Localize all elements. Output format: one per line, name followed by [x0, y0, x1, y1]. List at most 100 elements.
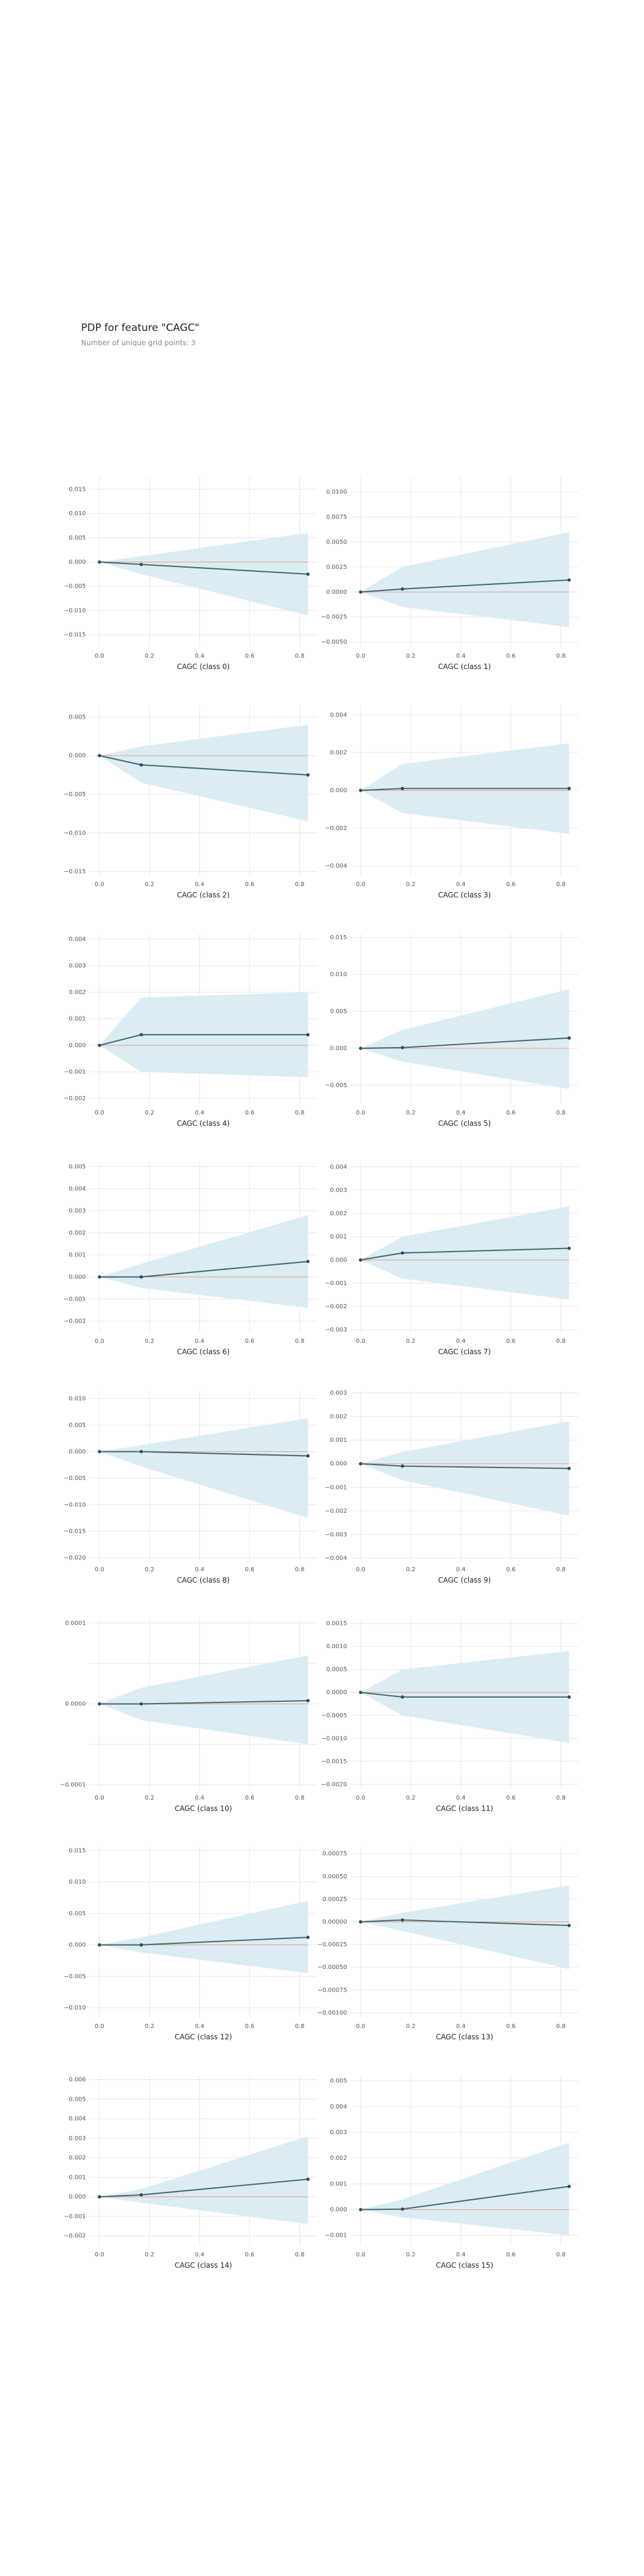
x-tick-label: 0.2 — [406, 1338, 416, 1345]
y-tick-label: 0.005 — [69, 2096, 86, 2103]
x-tick-label: 0.8 — [295, 1110, 305, 1116]
x-tick-label: 0.2 — [406, 1795, 416, 1801]
x-tick-label: 0.8 — [556, 2023, 566, 2030]
y-tick-label: −0.002 — [64, 2233, 86, 2240]
x-axis-label: CAGC (class 15) — [436, 2261, 493, 2270]
y-tick-label: −0.015 — [64, 869, 86, 875]
confidence-band — [99, 1215, 308, 1308]
x-tick-label: 0.6 — [245, 1795, 255, 1801]
x-axis-label: CAGC (class 8) — [177, 1576, 230, 1584]
x-axis-label: CAGC (class 7) — [438, 1348, 491, 1356]
x-tick-label: 0.0 — [95, 881, 104, 888]
y-tick-label: −0.002 — [64, 1318, 86, 1324]
y-tick-label: −0.001 — [325, 1280, 347, 1287]
confidence-band — [99, 532, 308, 616]
x-tick-label: 0.6 — [506, 2252, 516, 2258]
x-tick-label: 0.6 — [245, 881, 255, 888]
pdp-subplot-class-13: −0.00100 −0.00075 −0.00050 −0.00025 0.00000 0… — [317, 1847, 578, 2041]
pdp-point — [401, 1695, 404, 1699]
pdp-subplot-class-14: −0.002 −0.001 0.000 0.001 0.002 0.003 0.004 0.0… — [64, 2076, 317, 2270]
y-tick-label: 0.003 — [69, 2135, 86, 2142]
y-tick-label: 0.0001 — [65, 1620, 86, 1627]
pdp-point — [401, 1251, 404, 1255]
x-tick-label: 0.4 — [195, 2023, 205, 2030]
x-tick-label: 0.0 — [356, 1338, 366, 1345]
y-tick-label: −0.0020 — [321, 1781, 347, 1788]
y-tick-label: 0.010 — [69, 1395, 86, 1402]
x-tick-label: 0.0 — [95, 1566, 104, 1573]
y-tick-label: 0.000 — [69, 753, 86, 759]
x-tick-label: 0.8 — [295, 2252, 305, 2258]
y-tick-label: 0.002 — [330, 1414, 347, 1420]
y-tick-label: −0.004 — [325, 863, 347, 869]
x-tick-label: 0.4 — [456, 1338, 466, 1345]
y-tick-label: 0.00075 — [323, 1851, 347, 1857]
y-tick-label: 0.00000 — [323, 1919, 347, 1925]
y-tick-label: −0.0005 — [321, 1713, 347, 1719]
y-tick-label: 0.005 — [69, 1163, 86, 1170]
y-tick-label: 0.0100 — [326, 489, 347, 496]
pdp-point — [567, 1695, 571, 1699]
pdp-point — [140, 1702, 143, 1706]
y-tick-label: 0.000 — [330, 2207, 347, 2213]
x-tick-label: 0.6 — [506, 1338, 516, 1345]
x-tick-label: 0.6 — [506, 653, 516, 660]
pdp-point — [358, 788, 363, 792]
x-tick-label: 0.2 — [406, 881, 416, 888]
x-tick-label: 0.8 — [556, 881, 566, 888]
y-tick-label: −0.0001 — [60, 1782, 86, 1788]
y-tick-label: −0.002 — [64, 1095, 86, 1102]
pdp-subplot-class-7: −0.003 −0.002 −0.001 0.000 0.001 0.002 0.003 0.… — [325, 1162, 578, 1356]
y-tick-label: −0.005 — [64, 1475, 86, 1482]
x-tick-label: 0.0 — [356, 2023, 366, 2030]
pdp-subplot-class-8: −0.020 −0.015 −0.010 −0.005 0.000 0.005 0.010 0… — [64, 1391, 317, 1584]
x-tick-label: 0.6 — [506, 1795, 516, 1801]
y-tick-label: 0.004 — [69, 2116, 86, 2122]
x-tick-label: 0.6 — [245, 1566, 255, 1573]
pdp-point — [140, 2193, 143, 2197]
y-tick-label: 0.015 — [69, 1847, 86, 1854]
y-tick-label: −0.0050 — [321, 639, 347, 646]
pdp-point — [97, 2195, 101, 2199]
y-tick-label: 0.005 — [69, 535, 86, 541]
y-tick-label: 0.0015 — [326, 1621, 347, 1627]
y-tick-label: −0.010 — [64, 1501, 86, 1508]
page-title: PDP for feature "CAGC" — [81, 322, 200, 334]
pdp-subplot-class-4: −0.002 −0.001 0.000 0.001 0.002 0.003 0.004 0.0… — [64, 934, 317, 1128]
y-tick-label: 0.010 — [69, 1879, 86, 1885]
y-tick-label: 0.002 — [330, 750, 347, 756]
x-tick-label: 0.2 — [406, 2023, 416, 2030]
pdp-point — [306, 1936, 310, 1939]
x-tick-label: 0.4 — [456, 1795, 466, 1801]
x-tick-label: 0.8 — [295, 2023, 305, 2030]
x-axis-label: CAGC (class 13) — [436, 2033, 493, 2041]
y-tick-label: 0.010 — [69, 510, 86, 517]
confidence-band — [99, 2136, 308, 2224]
y-tick-label: 0.002 — [69, 989, 86, 996]
confidence-band — [360, 1206, 569, 1300]
pdp-point — [306, 572, 310, 576]
pdp-point — [567, 1466, 571, 1470]
y-tick-label: 0.010 — [330, 971, 347, 978]
y-tick-label: −0.0025 — [321, 614, 347, 621]
confidence-band — [99, 1900, 308, 1974]
pdp-point — [306, 1699, 310, 1702]
x-tick-label: 0.0 — [356, 1795, 366, 1801]
y-tick-label: 0.003 — [69, 962, 86, 969]
y-tick-label: −0.005 — [64, 1973, 86, 1980]
y-tick-label: 0.002 — [69, 2155, 86, 2162]
x-tick-label: 0.2 — [406, 653, 416, 660]
y-tick-label: −0.015 — [64, 632, 86, 639]
y-tick-label: −0.0015 — [321, 1758, 347, 1765]
x-tick-label: 0.2 — [145, 881, 154, 888]
confidence-band — [99, 1418, 308, 1518]
y-tick-label: 0.003 — [330, 2129, 347, 2136]
pdp-subplot-class-2: −0.015 −0.010 −0.005 0.000 0.005 0.0 0.2 0.4 0.6… — [64, 705, 317, 899]
x-tick-label: 0.8 — [295, 881, 305, 888]
x-tick-label: 0.4 — [195, 653, 205, 660]
x-tick-label: 0.8 — [295, 1566, 305, 1573]
x-tick-label: 0.8 — [556, 1338, 566, 1345]
y-tick-label: 0.003 — [330, 1390, 347, 1397]
y-tick-label: 0.003 — [69, 1208, 86, 1214]
